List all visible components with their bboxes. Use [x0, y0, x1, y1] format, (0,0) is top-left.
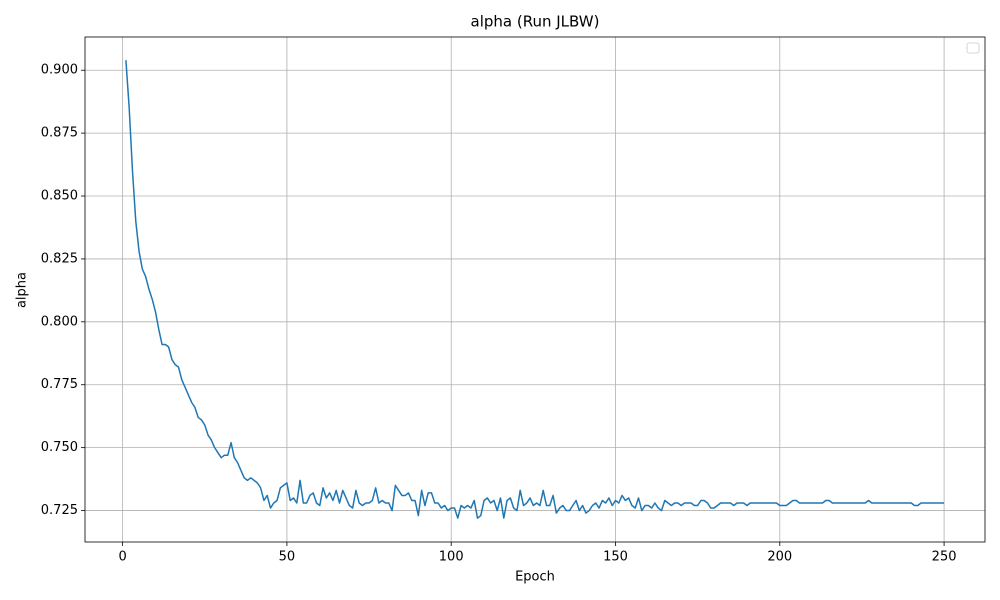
x-tick-label: 200 — [767, 550, 792, 565]
y-axis-label: alpha — [15, 272, 30, 308]
x-axis-label: Epoch — [515, 570, 555, 585]
x-tick-label: 150 — [603, 550, 628, 565]
x-tick-label: 100 — [439, 550, 464, 565]
x-tick-label: 250 — [932, 550, 957, 565]
y-tick-label: 0.900 — [41, 63, 78, 78]
chart-title: alpha (Run JLBW) — [471, 13, 600, 31]
y-tick-label: 0.825 — [41, 251, 78, 266]
x-tick-label: 50 — [279, 550, 296, 565]
x-tick-label: 0 — [118, 550, 126, 565]
y-tick-label: 0.850 — [41, 189, 78, 204]
y-tick-label: 0.725 — [41, 503, 78, 518]
data-line — [125, 60, 945, 519]
y-tick-label: 0.750 — [41, 440, 78, 455]
y-tick-label: 0.775 — [41, 377, 78, 392]
legend-box — [966, 42, 980, 54]
y-tick-label: 0.800 — [41, 314, 78, 329]
y-tick-label: 0.875 — [41, 126, 78, 141]
plot-frame — [84, 36, 986, 543]
